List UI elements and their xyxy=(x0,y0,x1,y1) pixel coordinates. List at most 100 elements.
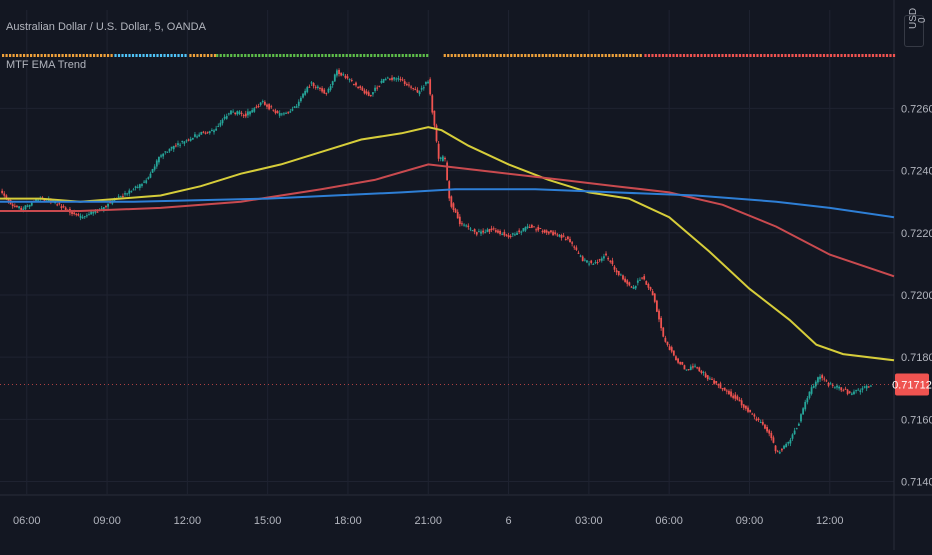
candle-body xyxy=(624,278,627,282)
symbol-title[interactable]: Australian Dollar / U.S. Dollar, 5, OAND… xyxy=(6,21,206,33)
trend-strip-marker xyxy=(520,54,523,57)
trend-strip-marker xyxy=(808,54,812,57)
trend-strip-marker xyxy=(412,54,415,57)
candle-body xyxy=(778,452,781,454)
candle-body xyxy=(7,197,10,203)
candle-body xyxy=(124,193,126,195)
trend-strip-marker xyxy=(836,54,840,57)
candle-body xyxy=(255,106,258,108)
candle-body xyxy=(831,384,834,386)
candle-body xyxy=(272,109,275,111)
trend-strip-marker xyxy=(61,54,64,57)
ema-line-2 xyxy=(0,188,895,219)
trend-strip-marker xyxy=(124,54,128,57)
candle-body xyxy=(90,211,93,215)
candle-body xyxy=(836,385,838,388)
candle-body xyxy=(215,128,218,131)
trend-strip-marker xyxy=(314,54,317,57)
trend-strip-marker xyxy=(387,54,390,57)
candle-body xyxy=(566,236,569,240)
candle-body xyxy=(609,260,612,262)
trend-strip-marker xyxy=(405,54,408,57)
trend-strip-marker xyxy=(815,54,819,57)
candle-body xyxy=(863,386,866,388)
trend-strip-marker xyxy=(128,54,131,57)
candle-body xyxy=(490,228,493,230)
trend-strip-marker xyxy=(735,54,738,57)
candle-body xyxy=(304,90,307,95)
trend-strip-marker xyxy=(854,54,857,57)
candle-body xyxy=(751,413,754,415)
trend-strip-marker xyxy=(44,54,47,57)
trend-strip-marker xyxy=(475,54,478,57)
trend-strip-marker xyxy=(196,54,199,57)
trend-strip-marker xyxy=(422,54,425,57)
candle-body xyxy=(119,196,122,198)
trend-strip-marker xyxy=(189,54,192,57)
candle-body xyxy=(11,204,14,207)
candle-body xyxy=(628,282,631,286)
trend-strip-marker xyxy=(510,54,513,57)
trend-strip-marker xyxy=(566,54,569,57)
indicator-label[interactable]: MTF EMA Trend xyxy=(6,59,87,71)
candle-body xyxy=(367,92,370,96)
candle-body xyxy=(753,414,756,417)
trend-strip-marker xyxy=(203,54,206,57)
candle-body xyxy=(611,260,614,265)
candle-body xyxy=(386,77,389,79)
candle-body xyxy=(681,361,684,365)
trend-strip-marker xyxy=(138,54,142,57)
candle-body xyxy=(3,193,6,196)
trend-strip-marker xyxy=(159,54,163,57)
candle-body xyxy=(501,233,504,235)
candle-body xyxy=(170,146,173,149)
trend-strip-marker xyxy=(89,54,92,57)
trend-strip-marker xyxy=(443,54,446,57)
trend-strip-marker xyxy=(289,54,292,57)
candle-body xyxy=(253,108,256,112)
candle-body xyxy=(598,259,601,261)
trend-strip-marker xyxy=(51,54,54,57)
candle-body xyxy=(153,166,156,170)
candle-body xyxy=(126,193,129,195)
candle-body xyxy=(160,155,162,157)
candle-body xyxy=(736,396,739,400)
trend-strip-marker xyxy=(777,54,780,57)
trend-strip-marker xyxy=(293,54,296,57)
candle-body xyxy=(738,399,741,402)
candle-body xyxy=(79,215,82,218)
candle-body xyxy=(554,232,557,235)
candle-body xyxy=(240,112,243,115)
candle-body xyxy=(77,214,80,216)
candle-body xyxy=(715,381,718,384)
trend-strip-marker xyxy=(110,54,113,57)
candle-body xyxy=(838,386,841,389)
candle-body xyxy=(696,367,699,369)
candle-body xyxy=(213,130,215,133)
candle-body xyxy=(842,390,845,392)
trend-strip-marker xyxy=(19,54,22,57)
trend-strip-marker xyxy=(868,54,871,57)
candle-body xyxy=(117,196,120,198)
trend-strip-marker xyxy=(636,54,639,57)
currency-button[interactable]: USD xyxy=(904,8,924,47)
trend-strip-marker xyxy=(679,54,682,57)
candle-body xyxy=(594,262,597,264)
trend-strip-marker xyxy=(321,54,324,57)
candle-body xyxy=(734,394,737,399)
candle-body xyxy=(471,230,474,232)
trend-strip-marker xyxy=(268,54,271,57)
candle-body xyxy=(590,260,593,263)
candle-body xyxy=(761,421,764,425)
candle-body xyxy=(18,206,20,209)
trend-strip-marker xyxy=(272,54,275,57)
trend-strip-marker xyxy=(707,54,710,57)
candle-body xyxy=(647,284,650,288)
candle-body xyxy=(408,84,410,86)
trend-strip-marker xyxy=(798,54,801,57)
